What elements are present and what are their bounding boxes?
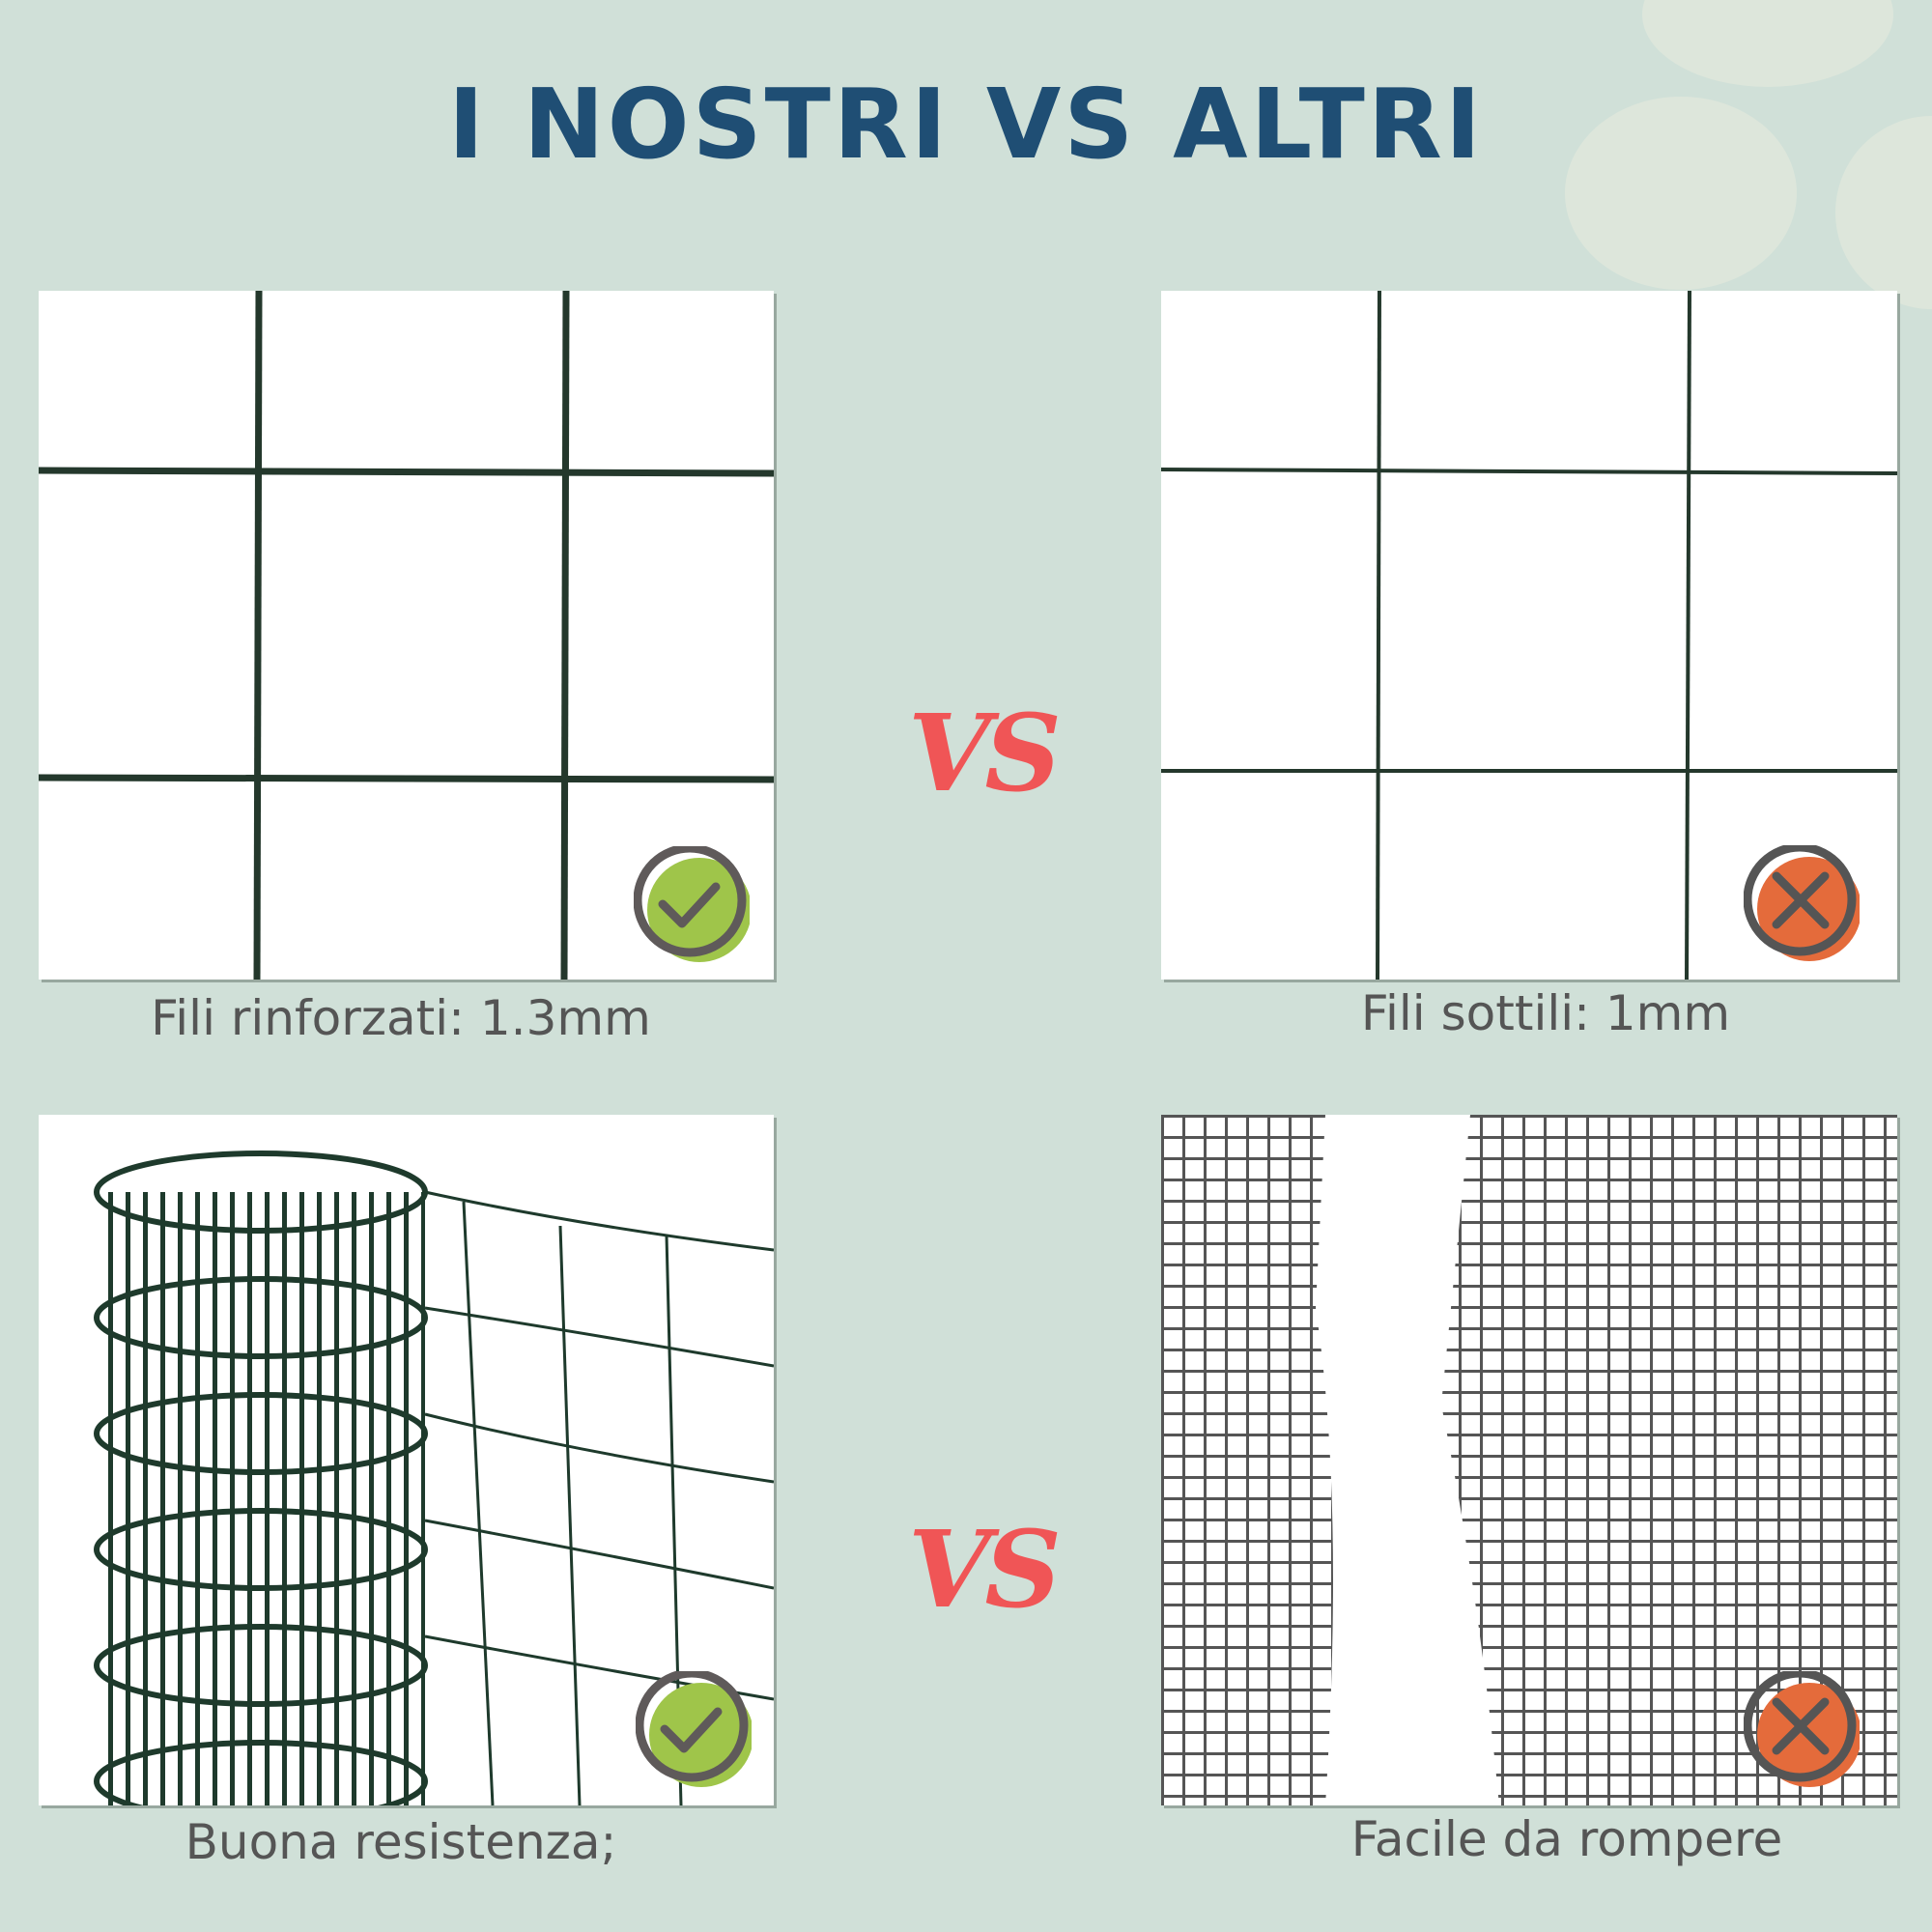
torn-plastic-mesh-image	[1161, 1115, 1897, 1805]
plastic-mesh	[1161, 1115, 1897, 1805]
caption-ours-wire: Fili rinforzati: 1.3mm	[151, 990, 651, 1046]
caption-others-wire: Fili sottili: 1mm	[1360, 985, 1731, 1041]
wire-roll-image	[39, 1115, 774, 1805]
decorative-blob	[1565, 97, 1797, 290]
check-icon	[636, 1671, 752, 1787]
vs-label: VS	[908, 691, 1062, 815]
mesh-closeup	[39, 291, 774, 980]
page-title: I NOSTRI VS ALTRI	[447, 68, 1485, 181]
mesh-closeup	[1161, 291, 1897, 980]
caption-others-strength: Facile da rompere	[1350, 1811, 1783, 1867]
check-icon	[634, 846, 750, 962]
cross-icon	[1744, 1671, 1860, 1787]
vs-label: VS	[908, 1507, 1062, 1632]
thin-wire-mesh-image	[1161, 291, 1897, 980]
cross-icon	[1744, 845, 1860, 961]
caption-ours-strength: Buona resistenza;	[185, 1814, 617, 1870]
